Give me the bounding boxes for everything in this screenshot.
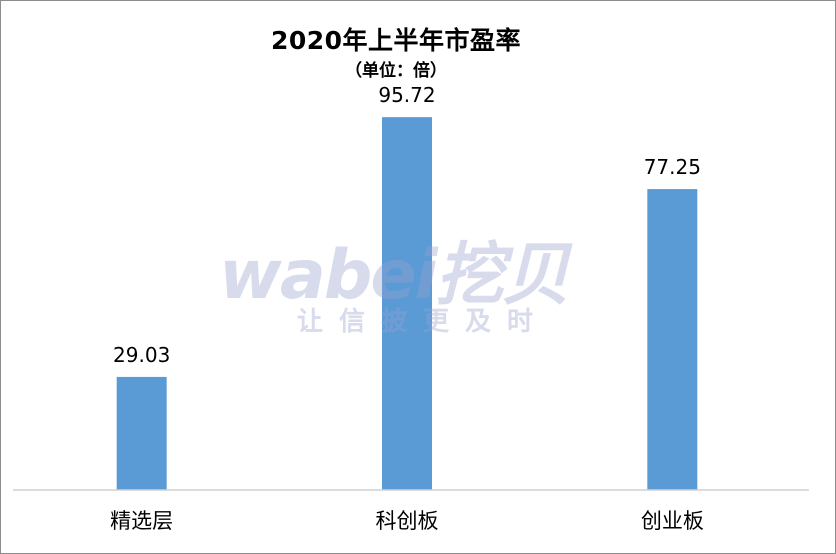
data-label-2: 95.72 [378, 83, 435, 107]
data-label-3: 77.25 [644, 155, 701, 179]
data-label-1: 29.03 [113, 343, 170, 367]
x-tick-label-2: 科创板 [376, 509, 439, 533]
bar-1 [116, 376, 167, 490]
bar-3 [647, 189, 698, 491]
bar-2 [382, 117, 432, 490]
chart-subtitle: （单位：倍） [345, 61, 447, 81]
x-tick-label-3: 创业板 [641, 509, 704, 533]
x-tick-label-1: 精选层 [110, 509, 173, 533]
chart-title: 2020年上半年市盈率 [270, 26, 522, 55]
